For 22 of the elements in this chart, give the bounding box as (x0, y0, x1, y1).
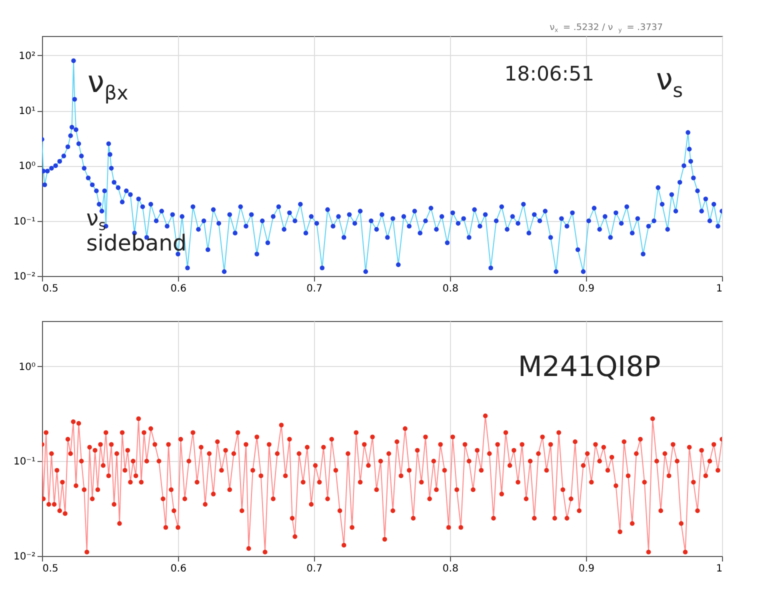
x-tick-label: 0.6 (170, 284, 186, 294)
y-tick-label: 10¹ (18, 106, 36, 118)
annotation: 18:06:51 (504, 61, 594, 86)
x-tick-label: 0.9 (578, 284, 594, 294)
x-tick-label: 0.9 (578, 564, 594, 574)
x-tick-label: 0.7 (306, 284, 322, 294)
x-tick-label: 0.8 (442, 284, 458, 294)
annotation: M241QI8P (518, 350, 661, 383)
x-tick-label: 0.8 (442, 564, 458, 574)
x-tick-label: 0.6 (170, 564, 186, 574)
x-tick-label: 0.7 (306, 564, 322, 574)
x-tick-label: 0.5 (42, 284, 58, 294)
x-tick-label: 0.5 (42, 564, 58, 574)
y-tick-label: 10⁻¹ (13, 216, 36, 228)
y-tick-label: 10⁻² (13, 272, 36, 282)
x-tick-label: 1 (716, 284, 722, 294)
y-tick-label: 10⁻¹ (13, 456, 36, 468)
y-tick-label: 10² (18, 50, 36, 62)
y-tick-label: 10⁻² (13, 552, 36, 562)
x-tick-label: 1 (716, 564, 722, 574)
y-tick-label: 10⁰ (18, 362, 36, 373)
y-tick-label: 10⁰ (18, 161, 36, 172)
